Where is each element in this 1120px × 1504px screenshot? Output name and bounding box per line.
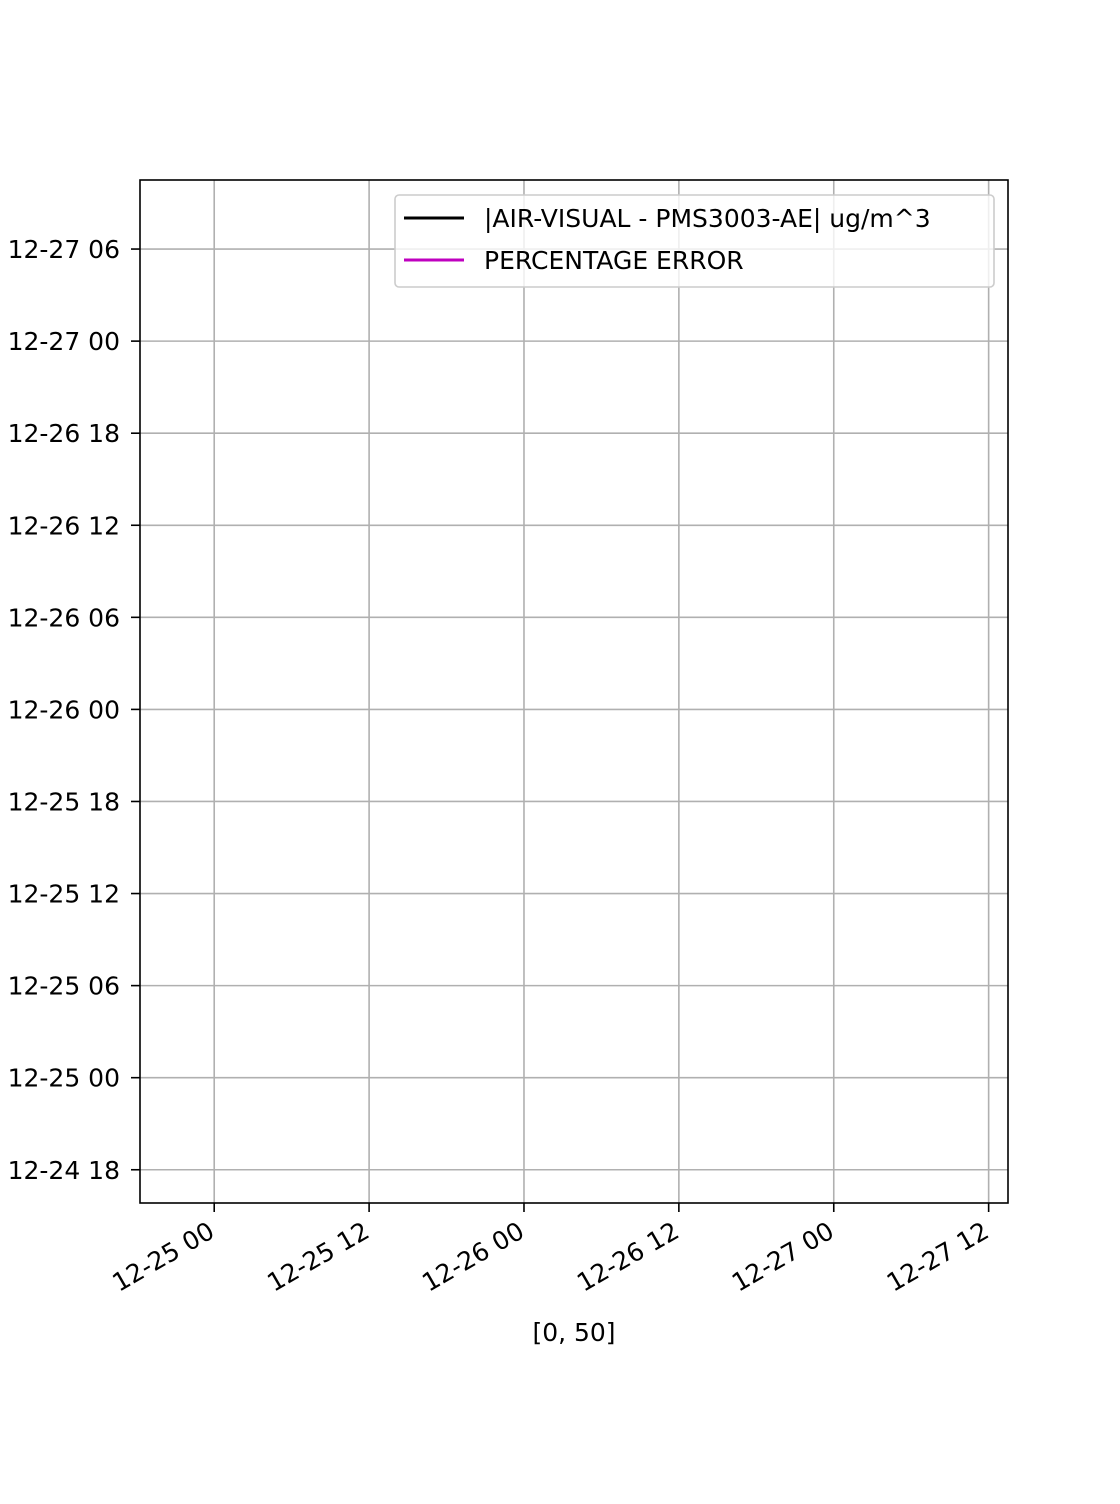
x-tick-label: 12-27 00 [727, 1216, 839, 1297]
y-tick-label: 12-26 18 [8, 419, 120, 448]
y-tick-label: 12-26 00 [8, 695, 120, 724]
x-tick-label: 12-26 00 [417, 1216, 529, 1297]
y-tick-label: 12-25 12 [8, 880, 120, 909]
y-tick-label: 12-26 12 [8, 511, 120, 540]
plot-area-frame [139, 179, 1009, 1204]
x-tick-label: 12-25 00 [107, 1216, 219, 1297]
legend-box [394, 194, 995, 288]
x-tick-label: 12-26 12 [572, 1216, 684, 1297]
y-tick-label: 12-27 06 [8, 235, 120, 264]
grid [140, 180, 1008, 1203]
y-tick-label: 12-24 18 [8, 1156, 120, 1185]
y-axis-ticks: 12-24 18 12-25 00 12-25 06 12-25 12 12-25 18… [8, 235, 140, 1185]
legend-entry-label: PERCENTAGE ERROR [484, 246, 744, 275]
y-tick-label: 12-25 06 [8, 972, 120, 1001]
y-tick-label: 12-25 18 [8, 787, 120, 816]
y-tick-label: 12-27 00 [8, 327, 120, 356]
x-axis-label: [0, 50] [532, 1318, 615, 1347]
y-tick-label: 12-25 00 [8, 1064, 120, 1093]
legend: |AIR-VISUAL - PMS3003-AE| ug/m^3 PERCENTA… [394, 194, 995, 288]
x-tick-label: 12-25 12 [262, 1216, 374, 1297]
legend-entry-label: |AIR-VISUAL - PMS3003-AE| ug/m^3 [484, 204, 931, 233]
x-axis-ticks: 12-25 00 12-25 12 12-26 00 12-26 12 12-27 00… [107, 1203, 994, 1297]
x-tick-label: 12-27 12 [882, 1216, 994, 1297]
y-tick-label: 12-26 06 [8, 603, 120, 632]
